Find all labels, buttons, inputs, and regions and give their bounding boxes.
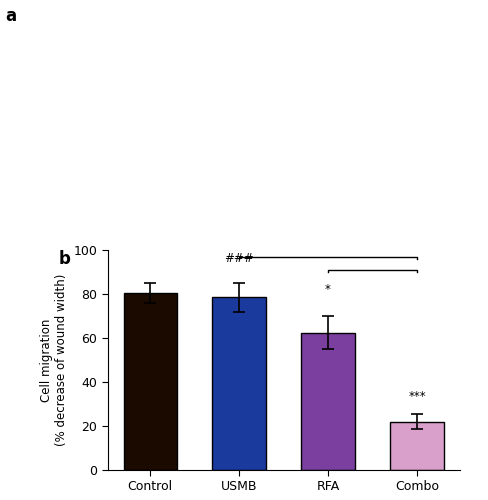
Bar <box>212 298 265 470</box>
Bar <box>301 332 354 470</box>
Text: ###: ### <box>224 252 253 266</box>
Text: *: * <box>325 283 330 296</box>
Text: ***: *** <box>407 390 425 403</box>
Text: a: a <box>5 7 16 25</box>
Text: b: b <box>59 250 70 268</box>
Y-axis label: Cell migration
(% decrease of wound width): Cell migration (% decrease of wound widt… <box>40 274 68 446</box>
Bar <box>389 422 443 470</box>
Bar <box>123 293 177 470</box>
